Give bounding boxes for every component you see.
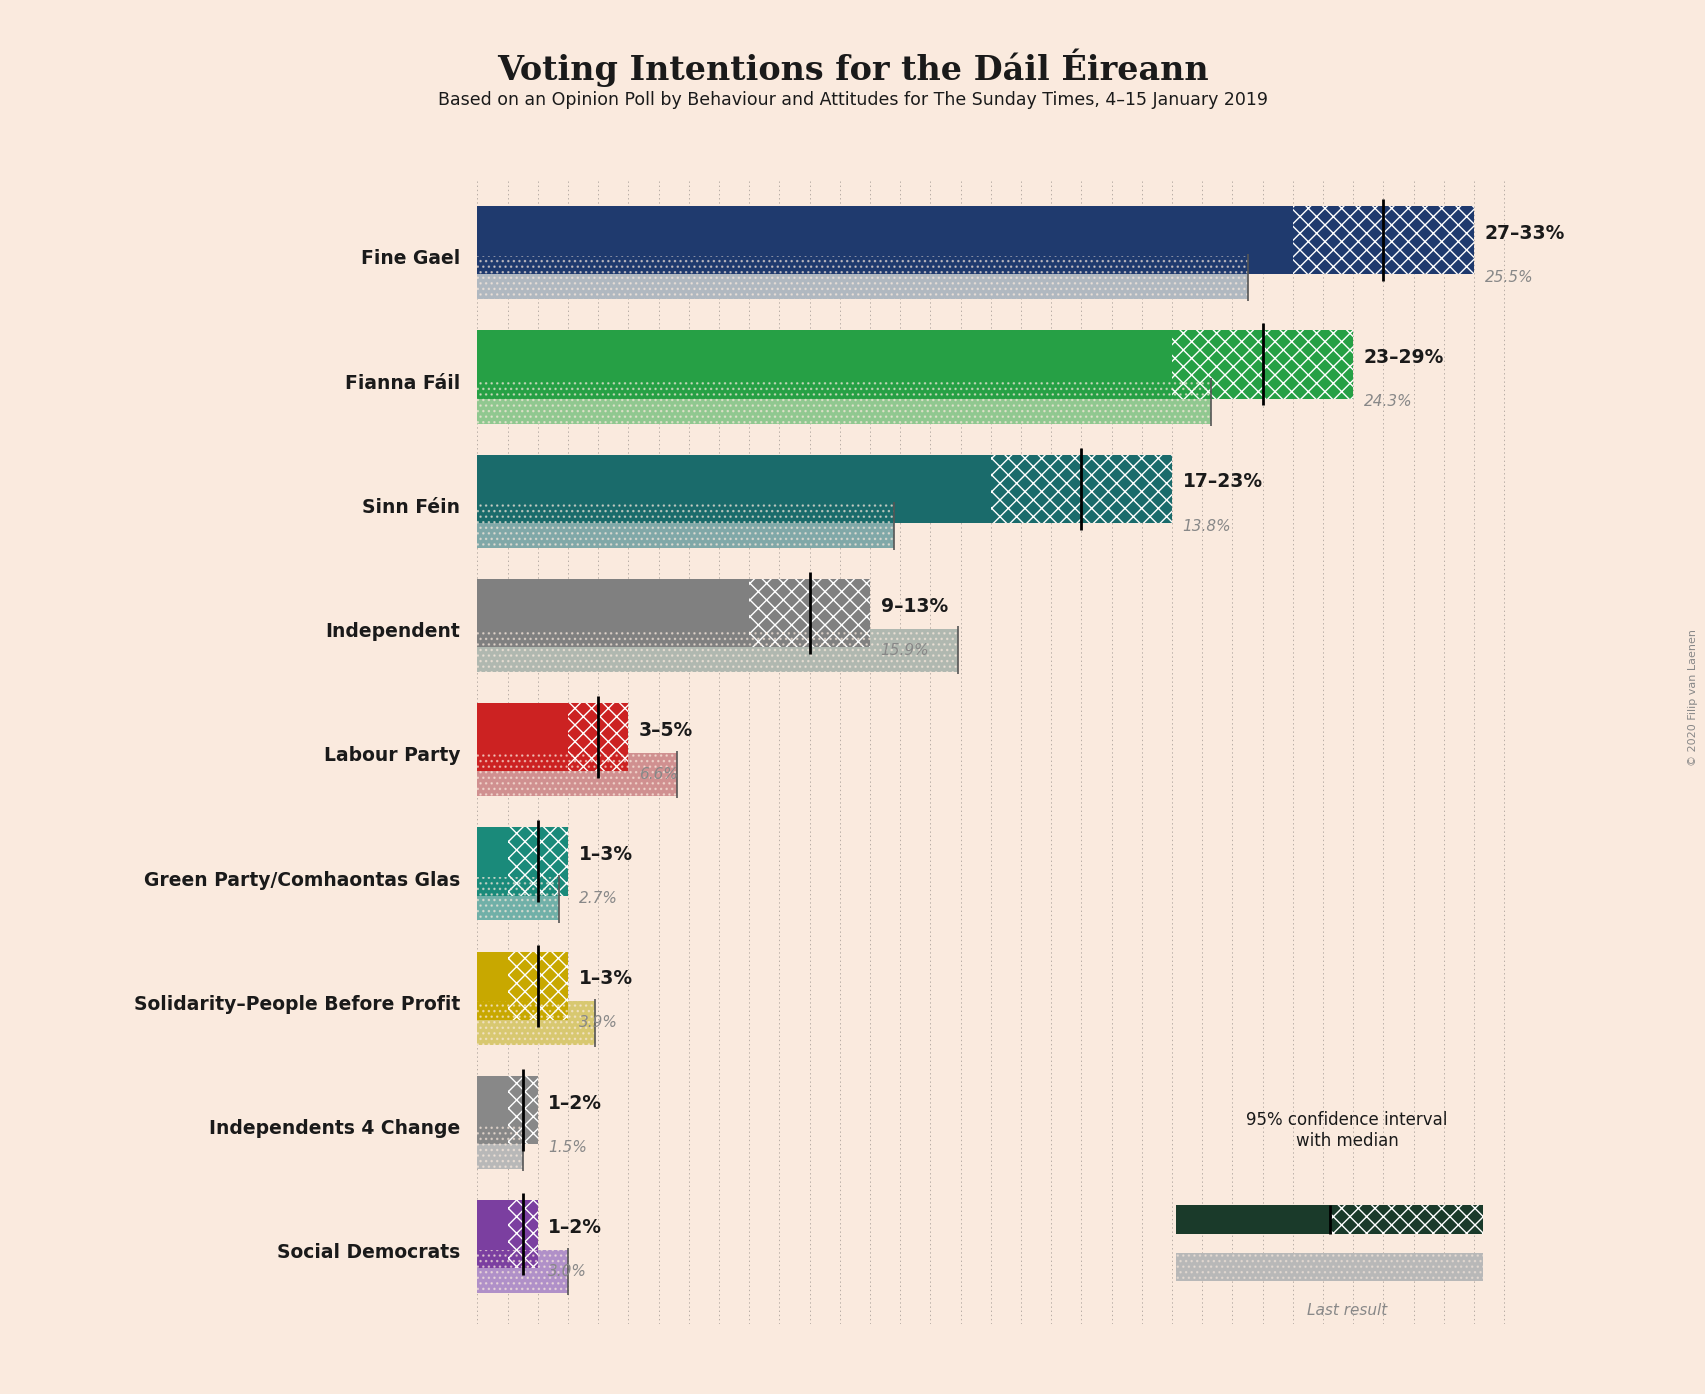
Bar [477, 1250, 568, 1294]
Bar [477, 381, 1211, 424]
Text: 24.3%: 24.3% [1364, 395, 1412, 410]
Bar [1176, 1253, 1483, 1281]
Bar [508, 1200, 537, 1269]
Bar [477, 1125, 523, 1170]
Bar [1171, 330, 1354, 399]
Bar [477, 753, 677, 796]
Text: Fianna Fáil: Fianna Fáil [344, 374, 460, 393]
Text: 6.6%: 6.6% [639, 767, 679, 782]
Bar [477, 1250, 568, 1294]
Bar [477, 629, 958, 672]
Bar [477, 629, 958, 672]
Bar [508, 952, 568, 1020]
Bar [477, 753, 677, 796]
Bar [477, 877, 559, 920]
Text: 3.0%: 3.0% [549, 1264, 587, 1278]
Bar [477, 381, 1211, 424]
Bar [991, 454, 1171, 523]
Text: Independents 4 Change: Independents 4 Change [210, 1119, 460, 1138]
Bar [477, 1001, 595, 1044]
Bar [477, 952, 508, 1020]
Text: 95% confidence interval
with median: 95% confidence interval with median [1246, 1111, 1448, 1150]
Bar [477, 330, 1171, 399]
Bar [1292, 206, 1475, 275]
Text: Solidarity–People Before Profit: Solidarity–People Before Profit [135, 995, 460, 1013]
Bar [477, 703, 568, 771]
Text: 27–33%: 27–33% [1485, 224, 1565, 243]
Text: 3.9%: 3.9% [578, 1015, 617, 1030]
Bar [477, 579, 748, 647]
Bar [568, 703, 629, 771]
Text: 1–3%: 1–3% [578, 969, 633, 988]
Text: 9–13%: 9–13% [880, 597, 948, 616]
Text: 17–23%: 17–23% [1183, 473, 1263, 492]
Text: Social Democrats: Social Democrats [278, 1243, 460, 1263]
Text: 1.5%: 1.5% [549, 1140, 587, 1154]
Text: Independent: Independent [326, 622, 460, 641]
Text: 2.7%: 2.7% [578, 891, 617, 906]
Text: 25.5%: 25.5% [1485, 270, 1533, 284]
Text: Last result: Last result [1306, 1303, 1388, 1319]
Text: 3–5%: 3–5% [639, 721, 694, 740]
Text: © 2020 Filip van Laenen: © 2020 Filip van Laenen [1688, 629, 1698, 765]
Bar [1176, 1204, 1330, 1235]
Bar [477, 877, 559, 920]
Bar [477, 206, 1292, 275]
Text: Voting Intentions for the Dáil Éireann: Voting Intentions for the Dáil Éireann [496, 49, 1209, 88]
Bar [477, 505, 893, 548]
Text: 1–2%: 1–2% [549, 1094, 602, 1112]
Text: 1–2%: 1–2% [549, 1218, 602, 1236]
Bar [508, 1076, 537, 1144]
Bar [477, 505, 893, 548]
Bar [748, 579, 870, 647]
Text: Labour Party: Labour Party [324, 746, 460, 765]
Bar [477, 827, 508, 895]
Bar [477, 255, 1248, 300]
Text: Sinn Féin: Sinn Féin [363, 498, 460, 517]
Text: 1–3%: 1–3% [578, 845, 633, 864]
Text: 15.9%: 15.9% [880, 643, 929, 658]
Bar [1330, 1204, 1483, 1235]
Text: Based on an Opinion Poll by Behaviour and Attitudes for The Sunday Times, 4–15 J: Based on an Opinion Poll by Behaviour an… [438, 91, 1267, 109]
Text: Fine Gael: Fine Gael [361, 250, 460, 269]
Bar [477, 1125, 523, 1170]
Text: 13.8%: 13.8% [1183, 519, 1231, 534]
Bar [477, 454, 991, 523]
Bar [508, 827, 568, 895]
Text: Green Party/Comhaontas Glas: Green Party/Comhaontas Glas [145, 871, 460, 889]
Bar [477, 1001, 595, 1044]
Text: 23–29%: 23–29% [1364, 348, 1444, 367]
Bar [477, 1200, 508, 1269]
Bar [1176, 1253, 1483, 1281]
Bar [477, 255, 1248, 300]
Bar [477, 1076, 508, 1144]
